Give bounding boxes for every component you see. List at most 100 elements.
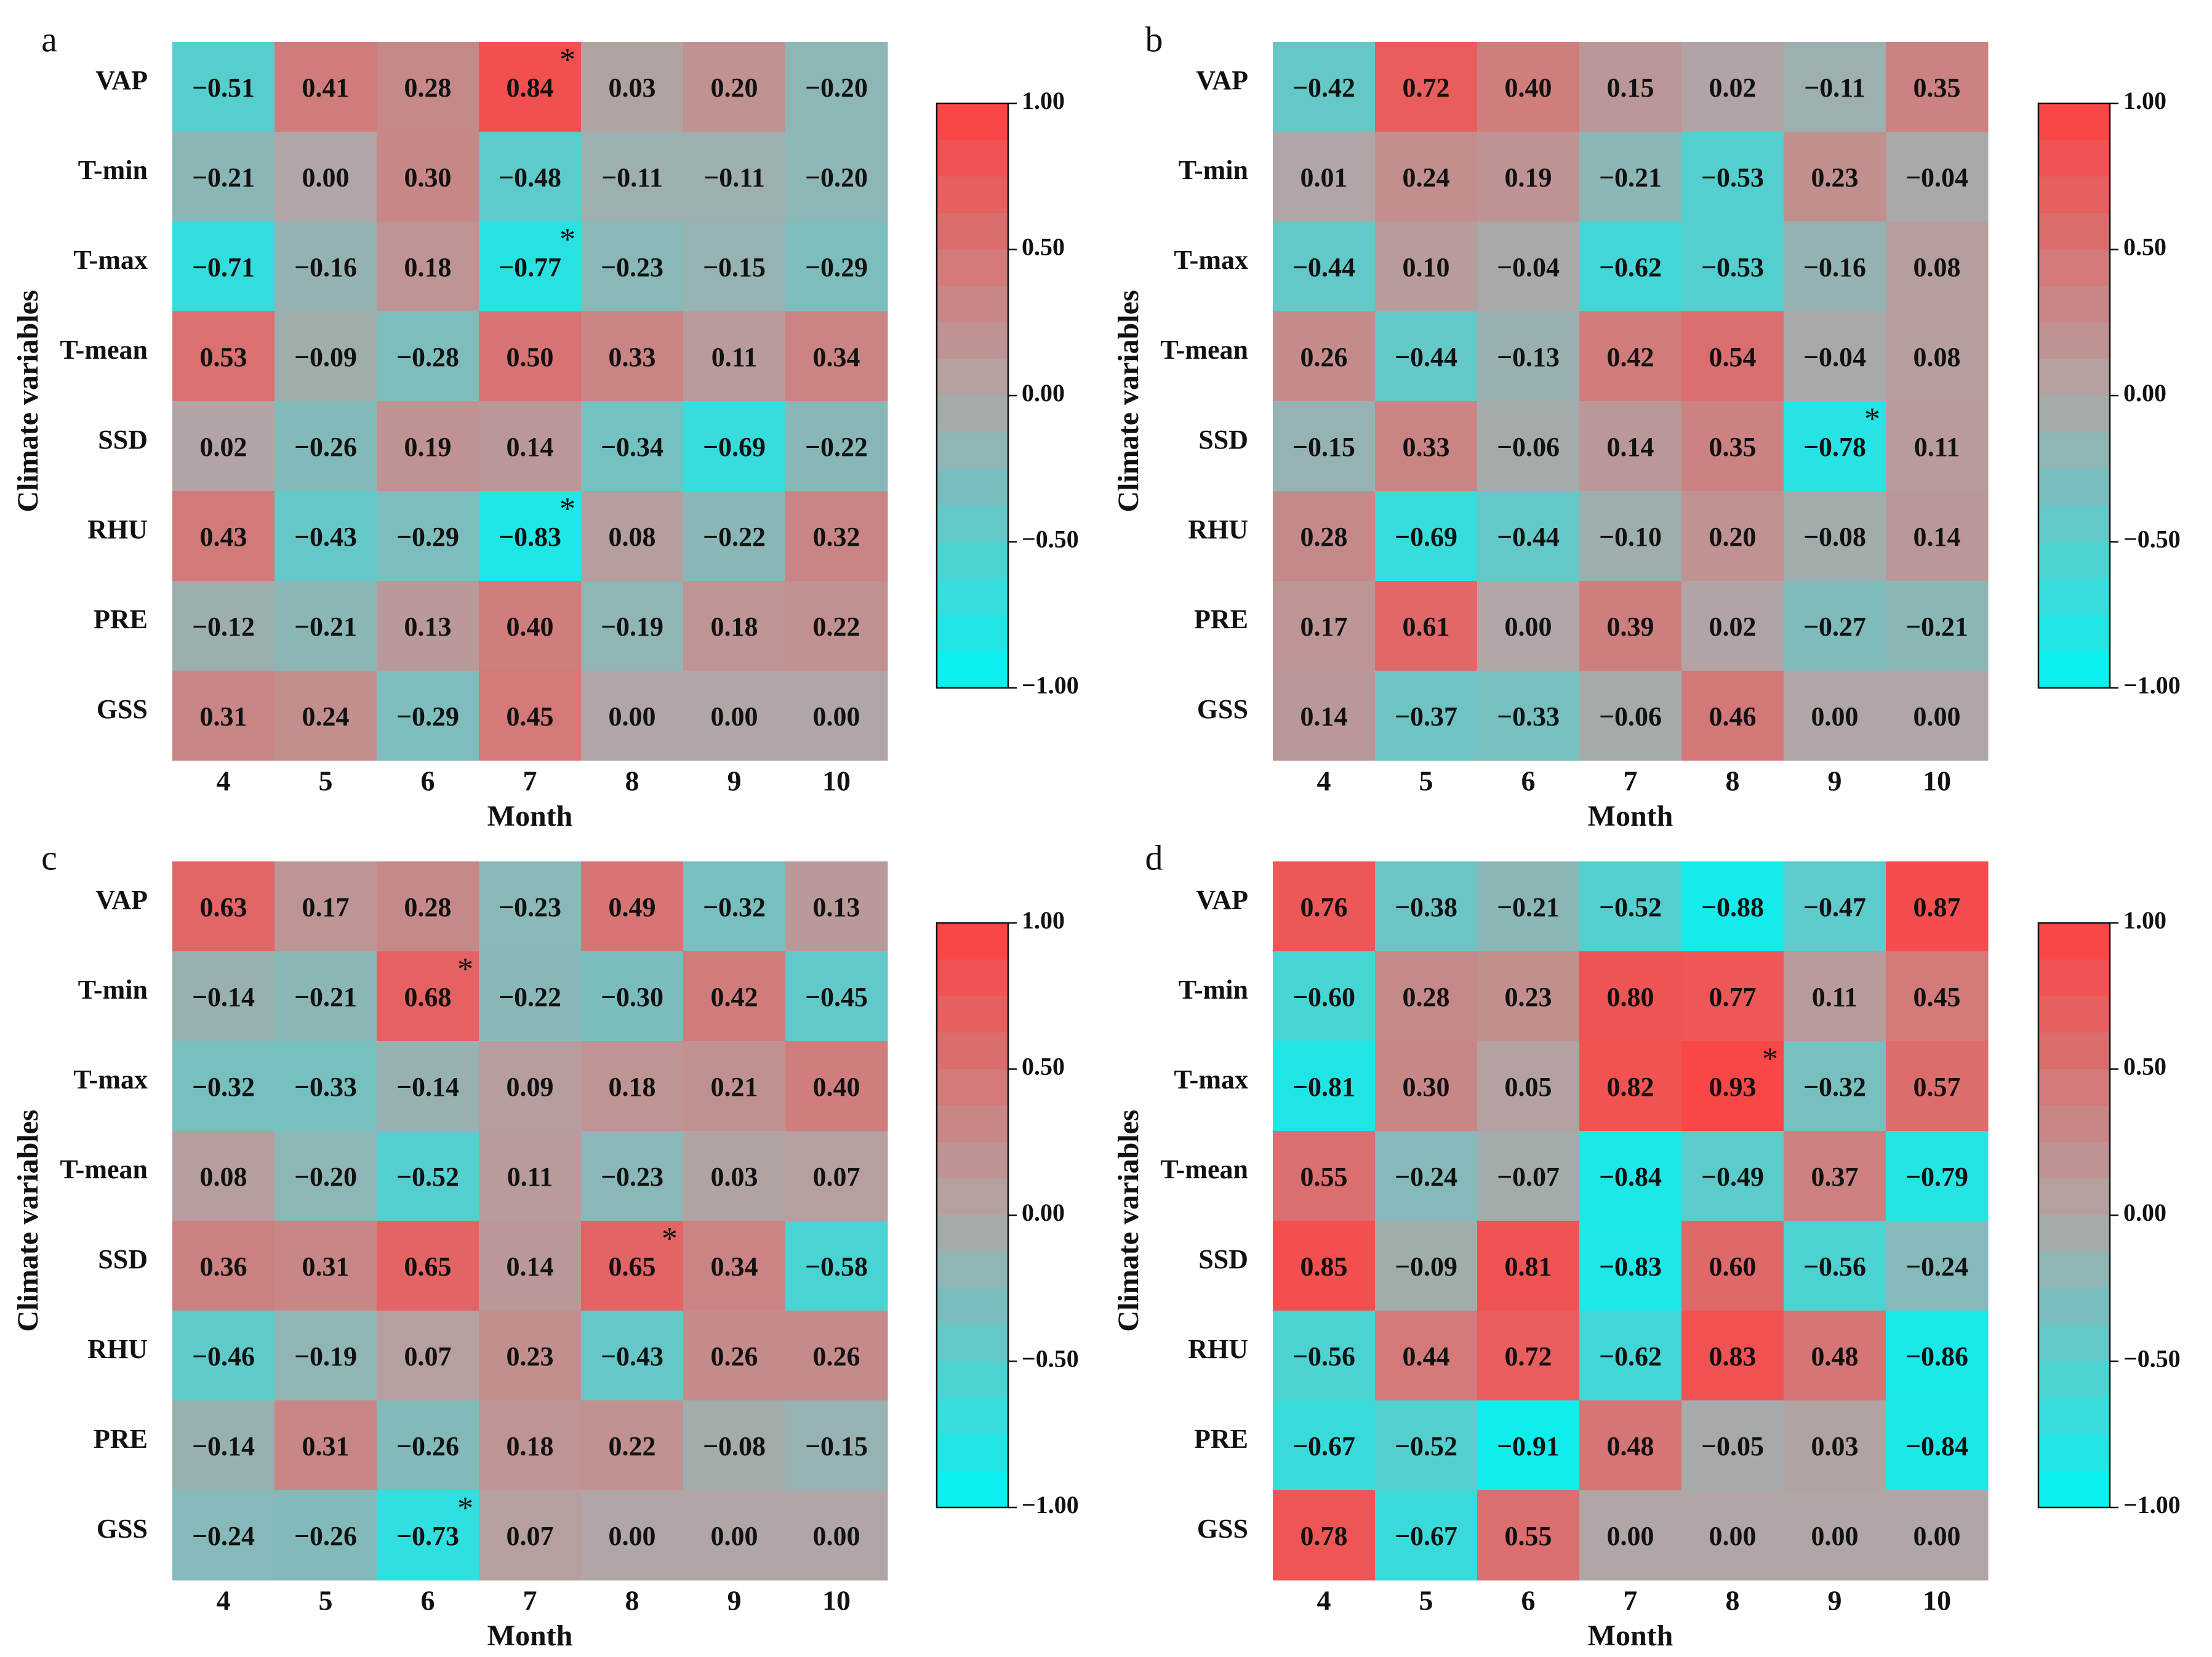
cell-value-c: −0.23 <box>499 892 561 922</box>
cell-value-c: −0.45 <box>805 982 868 1012</box>
heatmap-cell-a <box>785 491 888 581</box>
heatmap-cell-d <box>1681 951 1784 1042</box>
cell-value-c: 0.08 <box>200 1162 247 1192</box>
colorbar-tick-label-a: −0.50 <box>1022 525 1079 553</box>
col-label-d: 10 <box>1923 1585 1951 1616</box>
cell-value-d: −0.67 <box>1292 1431 1355 1461</box>
cell-value-d: 0.87 <box>1913 892 1961 922</box>
cell-value-d: −0.07 <box>1497 1162 1560 1192</box>
colorbar-band-c <box>937 1288 1008 1325</box>
cell-value-b: 0.23 <box>1811 162 1859 193</box>
cell-value-b: 0.35 <box>1709 432 1757 462</box>
row-label-c: T-min <box>78 975 148 1005</box>
cell-value-d: 0.00 <box>1709 1521 1757 1551</box>
row-label-a: T-max <box>73 245 148 275</box>
heatmap-cell-b <box>1273 132 1376 222</box>
heatmap-cell-a <box>683 401 786 492</box>
heatmap-cell-c <box>172 1400 275 1491</box>
heatmap-cell-d <box>1375 1131 1478 1221</box>
colorbar-tick-label-c: 0.50 <box>1022 1053 1065 1080</box>
cell-value-d: −0.86 <box>1905 1341 1968 1372</box>
cell-value-b: 0.42 <box>1607 342 1654 372</box>
cell-value-a: −0.21 <box>192 162 255 193</box>
cell-value-a: 0.20 <box>711 73 758 103</box>
cell-value-b: 0.39 <box>1607 612 1654 642</box>
colorbar-band-d <box>2038 1397 2110 1435</box>
y-axis-title-b: Climate variables <box>1112 290 1145 512</box>
cell-value-c: 0.23 <box>507 1341 554 1372</box>
colorbar-tick-label-d: −1.00 <box>2123 1491 2181 1519</box>
heatmap-cell-a <box>581 401 684 492</box>
cell-value-c: 0.07 <box>813 1162 860 1192</box>
cell-value-b: 0.14 <box>1913 522 1961 552</box>
cell-value-a: −0.20 <box>805 73 868 103</box>
heatmap-cell-a <box>377 491 479 581</box>
cell-value-c: 0.36 <box>200 1252 247 1282</box>
y-axis-title-c: Climate variables <box>12 1109 44 1332</box>
colorbar-tick-label-b: 1.00 <box>2123 87 2166 114</box>
cell-value-b: 0.40 <box>1505 73 1552 103</box>
heatmap-cell-b <box>1579 132 1682 222</box>
cell-value-b: 0.72 <box>1403 73 1450 103</box>
heatmap-cell-b <box>1886 671 1989 761</box>
cell-value-d: −0.52 <box>1599 892 1662 922</box>
heatmap-cell-a <box>274 401 377 492</box>
colorbar-band-a <box>937 285 1008 323</box>
cell-value-c: −0.58 <box>805 1252 868 1282</box>
heatmap-cell-d <box>1579 1221 1682 1311</box>
heatmap-cell-c <box>683 951 786 1042</box>
heatmap-cell-d <box>1579 951 1682 1042</box>
row-label-c: SSD <box>98 1244 148 1274</box>
cell-value-b: 0.20 <box>1709 522 1757 552</box>
colorbar-band-d <box>2038 1069 2110 1106</box>
heatmap-cell-b <box>1784 42 1886 132</box>
cell-value-a: 0.00 <box>302 162 350 193</box>
colorbar-band-c <box>937 1325 1008 1362</box>
heatmap-cell-d <box>1579 1311 1682 1401</box>
heatmap-cell-a <box>172 42 275 132</box>
row-label-a: GSS <box>97 694 148 724</box>
cell-value-a: −0.48 <box>499 162 561 193</box>
colorbar-band-b <box>2038 249 2110 287</box>
colorbar-band-d <box>2038 1252 2110 1289</box>
heatmap-cell-c <box>785 1400 888 1491</box>
cell-value-a: −0.69 <box>703 432 766 462</box>
colorbar-band-b <box>2038 578 2110 615</box>
heatmap-cell-c <box>377 1490 479 1581</box>
col-label-a: 7 <box>523 765 537 797</box>
heatmap-cell-b <box>1579 581 1682 671</box>
cell-value-b: 0.00 <box>1505 612 1552 642</box>
heatmap-cell-c <box>581 1311 684 1401</box>
heatmap-cell-b <box>1375 671 1478 761</box>
cell-value-c: 0.00 <box>813 1521 860 1551</box>
cell-value-d: 0.11 <box>1812 982 1858 1012</box>
cell-value-c: −0.52 <box>396 1162 459 1192</box>
col-label-c: 8 <box>625 1585 639 1616</box>
heatmap-cell-a <box>274 222 377 312</box>
cell-value-c: −0.33 <box>294 1072 357 1102</box>
heatmap-cell-a <box>172 401 275 492</box>
cell-value-c: 0.40 <box>813 1072 860 1102</box>
colorbar-tick-label-b: 0.50 <box>2123 233 2166 261</box>
cell-value-b: −0.16 <box>1803 252 1866 282</box>
col-label-b: 10 <box>1923 765 1951 797</box>
heatmap-cell-a <box>479 401 582 492</box>
heatmap-cell-d <box>1579 1400 1682 1491</box>
heatmap-cell-c <box>377 1131 479 1221</box>
heatmap-cell-b <box>1886 42 1989 132</box>
heatmap-cell-b <box>1681 42 1784 132</box>
cell-value-a: −0.51 <box>192 73 255 103</box>
heatmap-cell-c <box>172 1131 275 1221</box>
heatmap-cell-a <box>785 132 888 222</box>
heatmap-cell-d <box>1579 861 1682 952</box>
heatmap-cell-c <box>479 1131 582 1221</box>
heatmap-cell-c <box>683 1400 786 1491</box>
significance-marker: * <box>1762 1042 1778 1077</box>
heatmap-cell-c <box>683 1041 786 1132</box>
heatmap-cell-c <box>683 1311 786 1401</box>
cell-value-d: −0.88 <box>1701 892 1764 922</box>
heatmap-cell-c <box>581 1400 684 1491</box>
colorbar-band-c <box>937 1105 1008 1143</box>
colorbar-band-b <box>2038 140 2110 177</box>
colorbar-band-d <box>2038 996 2110 1033</box>
